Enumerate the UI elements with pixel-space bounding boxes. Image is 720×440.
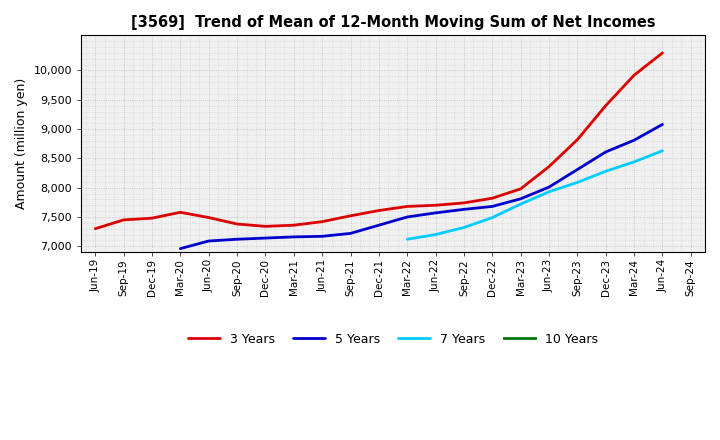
5 Years: [346, 231, 355, 236]
3 Years: [176, 209, 184, 215]
5 Years: [261, 235, 270, 241]
3 Years: [374, 208, 383, 213]
Line: 3 Years: 3 Years: [95, 53, 662, 229]
7 Years: [488, 215, 497, 220]
5 Years: [573, 167, 582, 172]
5 Years: [204, 238, 213, 244]
3 Years: [91, 226, 99, 231]
5 Years: [630, 138, 639, 143]
3 Years: [516, 186, 525, 191]
Line: 7 Years: 7 Years: [408, 151, 662, 239]
5 Years: [545, 184, 554, 190]
3 Years: [488, 196, 497, 201]
5 Years: [176, 246, 184, 251]
3 Years: [459, 200, 468, 205]
5 Years: [516, 196, 525, 202]
5 Years: [374, 223, 383, 228]
5 Years: [658, 122, 667, 127]
5 Years: [233, 237, 241, 242]
Line: 5 Years: 5 Years: [180, 125, 662, 249]
7 Years: [403, 237, 412, 242]
3 Years: [403, 204, 412, 209]
5 Years: [431, 210, 440, 216]
Legend: 3 Years, 5 Years, 7 Years, 10 Years: 3 Years, 5 Years, 7 Years, 10 Years: [184, 328, 603, 351]
3 Years: [318, 219, 326, 224]
7 Years: [431, 232, 440, 237]
3 Years: [261, 224, 270, 229]
3 Years: [658, 50, 667, 55]
7 Years: [459, 225, 468, 230]
5 Years: [403, 214, 412, 220]
7 Years: [545, 189, 554, 194]
5 Years: [601, 149, 610, 154]
7 Years: [630, 159, 639, 165]
5 Years: [318, 234, 326, 239]
5 Years: [488, 204, 497, 209]
3 Years: [346, 213, 355, 218]
3 Years: [120, 217, 128, 223]
7 Years: [573, 180, 582, 185]
3 Years: [148, 216, 156, 221]
3 Years: [573, 137, 582, 142]
3 Years: [233, 221, 241, 227]
3 Years: [545, 164, 554, 169]
3 Years: [204, 215, 213, 220]
Title: [3569]  Trend of Mean of 12-Month Moving Sum of Net Incomes: [3569] Trend of Mean of 12-Month Moving …: [131, 15, 655, 30]
Y-axis label: Amount (million yen): Amount (million yen): [15, 78, 28, 209]
3 Years: [431, 202, 440, 208]
7 Years: [601, 169, 610, 174]
7 Years: [658, 148, 667, 154]
3 Years: [601, 103, 610, 108]
5 Years: [459, 207, 468, 212]
3 Years: [630, 73, 639, 78]
5 Years: [289, 234, 298, 239]
3 Years: [289, 223, 298, 228]
7 Years: [516, 202, 525, 207]
